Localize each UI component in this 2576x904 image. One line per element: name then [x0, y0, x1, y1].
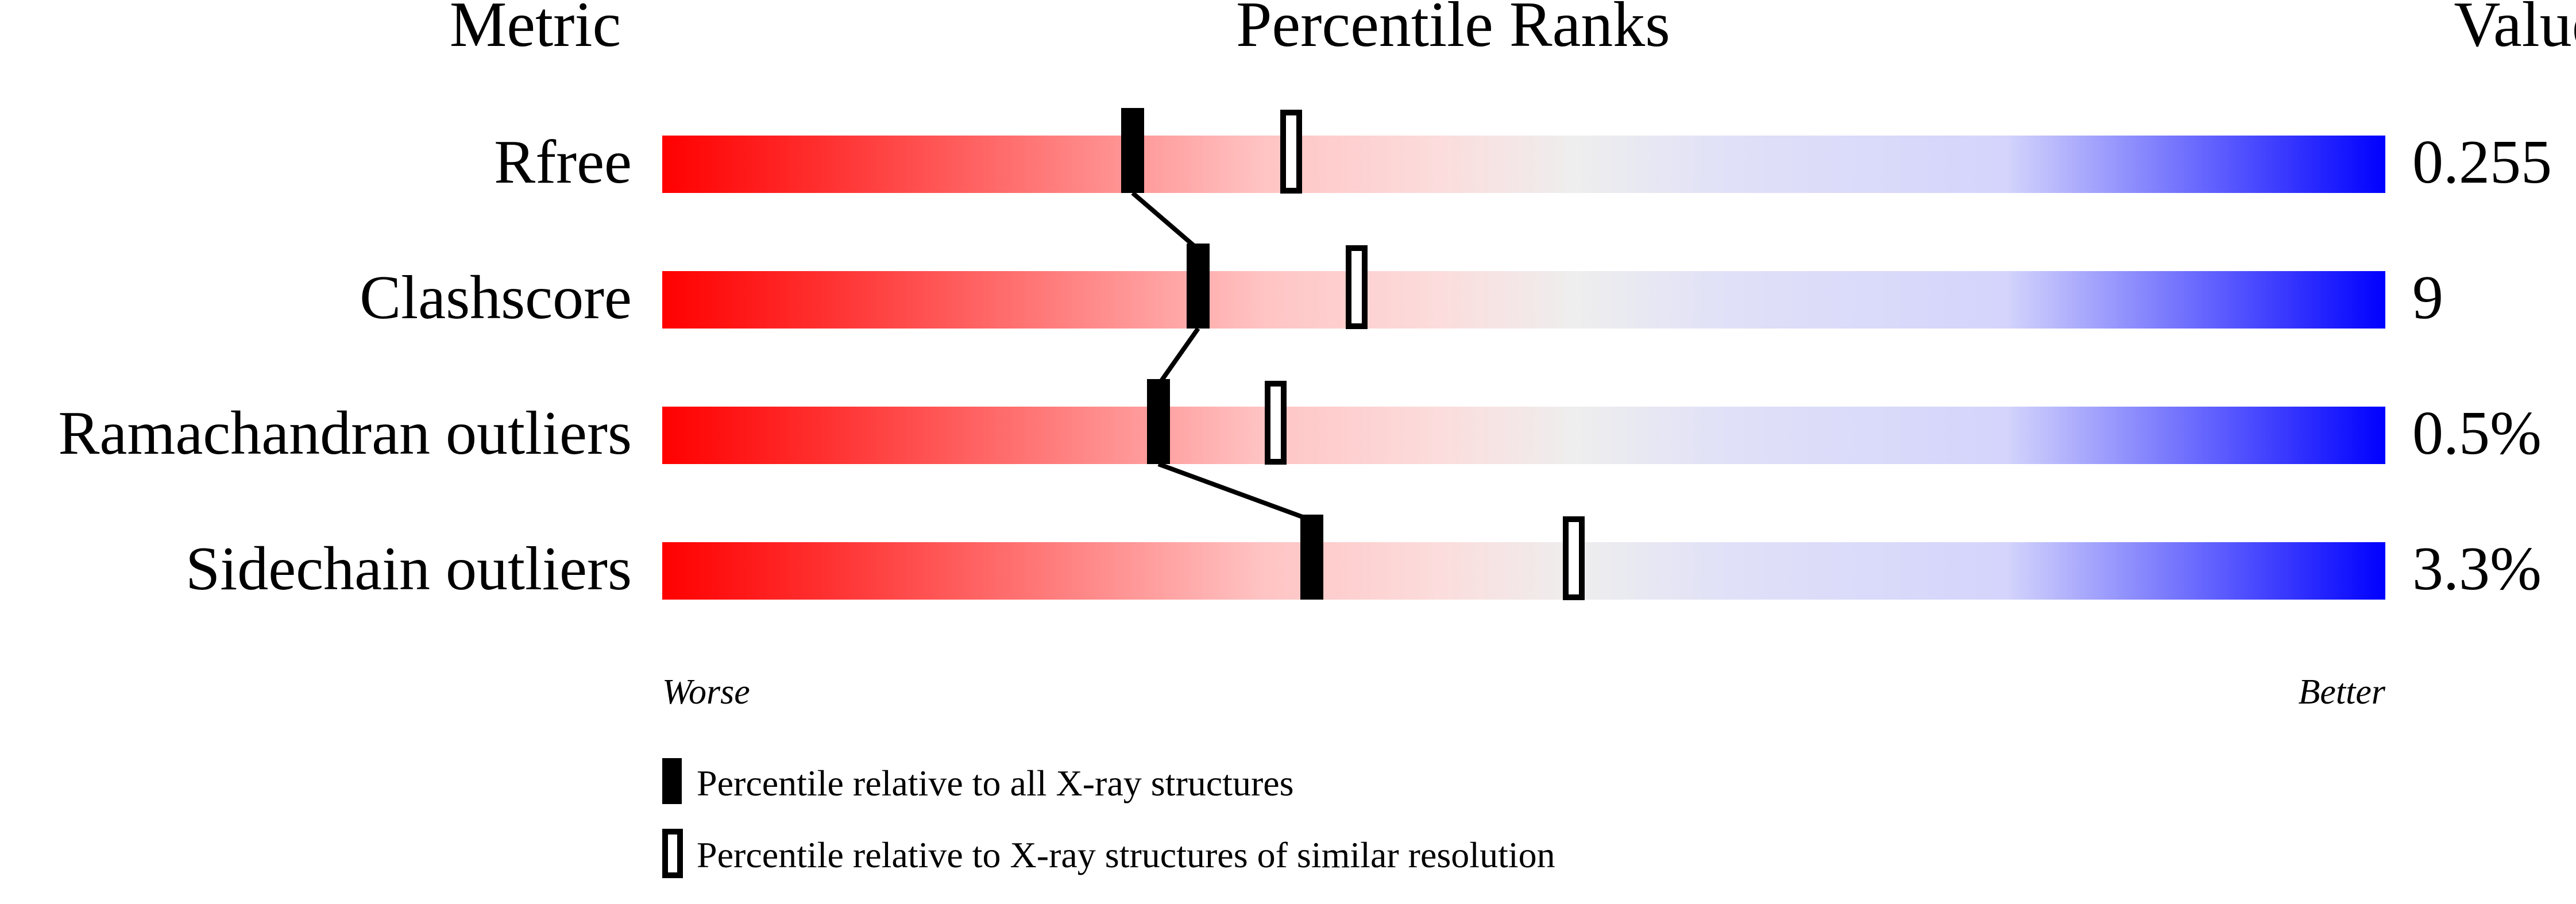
similar-resolution-marker	[1280, 110, 1302, 194]
legend-filled-marker	[662, 758, 682, 804]
worse-label: Worse	[662, 673, 750, 712]
connector-line	[1131, 191, 1200, 252]
metric-label: Sidechain outliers	[186, 535, 632, 603]
legend-filled-label: Percentile relative to all X-ray structu…	[697, 763, 1294, 803]
metric-label: Ramachandran outliers	[58, 399, 632, 468]
all-structures-marker	[1147, 379, 1170, 464]
all-structures-marker	[1187, 244, 1210, 329]
metric-value: 0.5%	[2412, 399, 2542, 468]
legend-open-label: Percentile relative to X-ray structures …	[697, 835, 1555, 875]
value-header: Value	[2454, 0, 2576, 60]
all-structures-marker	[1300, 515, 1323, 600]
legend-open-marker	[662, 829, 683, 878]
connector-line	[1156, 327, 1200, 387]
ranks-header: Percentile Ranks	[1236, 0, 1670, 60]
percentile-bar	[662, 542, 2385, 600]
metric-value: 9	[2412, 264, 2443, 332]
all-structures-marker	[1121, 108, 1144, 193]
percentile-bar	[662, 271, 2385, 329]
metric-value: 0.255	[2412, 128, 2552, 196]
better-label: Better	[2299, 673, 2386, 712]
similar-resolution-marker	[1265, 381, 1287, 465]
metric-header: Metric	[450, 0, 621, 60]
percentile-bar	[662, 136, 2385, 193]
connector-line	[1157, 462, 1313, 523]
metric-label: Rfree	[494, 128, 632, 196]
metric-value: 3.3%	[2412, 535, 2542, 603]
similar-resolution-marker	[1563, 516, 1585, 600]
percentile-bar	[662, 407, 2385, 464]
similar-resolution-marker	[1346, 245, 1368, 329]
metric-label: Clashscore	[360, 264, 632, 332]
